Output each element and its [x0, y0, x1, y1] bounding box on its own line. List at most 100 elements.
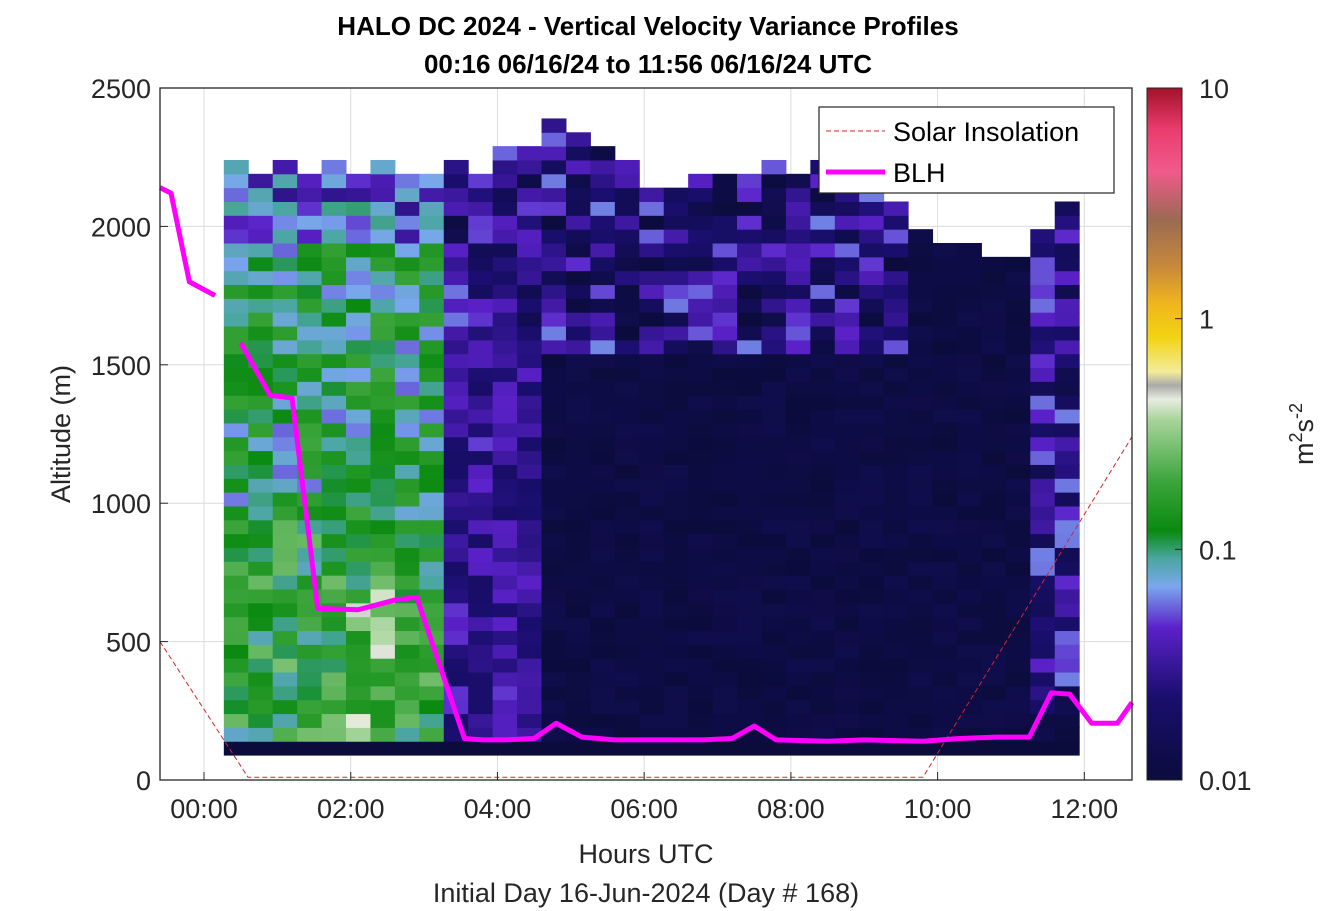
heatmap-cell [810, 699, 836, 715]
heatmap-cell [614, 422, 640, 438]
heatmap-cell [834, 312, 860, 327]
heatmap-cell [688, 630, 714, 645]
heatmap-cell [492, 367, 518, 382]
heatmap-cell [517, 602, 543, 618]
heatmap-cell [346, 353, 371, 369]
heatmap-cell [810, 450, 836, 465]
heatmap-cell [883, 505, 909, 521]
heatmap-cell [223, 326, 249, 341]
heatmap-cell [908, 298, 934, 313]
heatmap-cell [297, 505, 323, 521]
heatmap-cell [688, 602, 714, 618]
heatmap-cell [956, 616, 982, 632]
heatmap-cell [565, 229, 591, 244]
heatmap-cell [443, 284, 469, 299]
heatmap-cell [834, 298, 860, 313]
heatmap-cell [346, 727, 371, 742]
heatmap-cell [443, 256, 469, 272]
heatmap-cell [761, 713, 787, 728]
heatmap-cell [419, 547, 445, 562]
heatmap-cell [468, 298, 494, 313]
heatmap-cell [688, 658, 714, 673]
heatmap-cell [223, 436, 249, 452]
heatmap-cell [370, 409, 396, 424]
heatmap-cell [297, 353, 323, 369]
heatmap-cell [394, 229, 420, 244]
heatmap-cell [419, 741, 445, 756]
heatmap-cell [883, 685, 909, 701]
heatmap-cell [688, 381, 714, 396]
heatmap-cell [370, 547, 396, 562]
heatmap-cell [248, 229, 274, 244]
heatmap-cell [956, 395, 982, 410]
heatmap-cell [517, 492, 543, 507]
heatmap-cell [492, 672, 518, 687]
heatmap-cell [370, 713, 396, 728]
heatmap-cell [737, 353, 762, 369]
heatmap-cell [1005, 672, 1031, 687]
heatmap-cell [517, 713, 543, 728]
heatmap-cell [492, 187, 518, 202]
y-tick-label: 2000 [91, 212, 151, 242]
heatmap-cell [492, 326, 518, 341]
y-tick-label: 0 [136, 766, 151, 796]
heatmap-cell [614, 187, 640, 202]
heatmap-cell [370, 741, 396, 756]
heatmap-cell [981, 381, 1007, 396]
y-tick-label: 1500 [91, 351, 151, 381]
heatmap-cell [1030, 326, 1056, 341]
heatmap-cell [785, 492, 811, 507]
heatmap-cell [419, 395, 445, 410]
heatmap-cell [1054, 256, 1080, 272]
heatmap-cell [785, 312, 811, 327]
heatmap-cell [712, 298, 738, 313]
heatmap-cell [761, 658, 787, 673]
heatmap-cell [883, 658, 909, 673]
heatmap-cell [883, 270, 909, 286]
heatmap-cell [272, 492, 298, 507]
heatmap-cell [908, 672, 934, 687]
heatmap-cell [517, 381, 543, 396]
heatmap-cell [1030, 243, 1056, 258]
heatmap-cell [248, 630, 274, 645]
heatmap-cell [712, 589, 738, 604]
colorbar-tick-label: 0.01 [1199, 766, 1252, 796]
heatmap-cell [737, 464, 762, 479]
heatmap-cell [639, 215, 665, 230]
heatmap-cell [394, 436, 420, 452]
heatmap-cell [223, 284, 249, 299]
heatmap-cell [688, 256, 714, 272]
heatmap-cell [737, 575, 762, 590]
heatmap-cell [785, 201, 811, 216]
heatmap-cell [1005, 685, 1031, 701]
heatmap-cell [737, 187, 762, 202]
heatmap-cell [419, 519, 445, 535]
heatmap-cell [297, 727, 323, 742]
heatmap-cell [223, 602, 249, 618]
heatmap-cell [712, 326, 738, 341]
heatmap-cell [712, 519, 738, 535]
heatmap-cell [614, 672, 640, 687]
heatmap-cell [468, 630, 494, 645]
heatmap-cell [541, 741, 567, 756]
heatmap-cell [614, 256, 640, 272]
heatmap-cell [761, 326, 787, 341]
heatmap-cell [1005, 284, 1031, 299]
heatmap-cell [370, 533, 396, 548]
heatmap-cell [223, 630, 249, 645]
heatmap-cell [590, 312, 616, 327]
heatmap-cell [785, 464, 811, 479]
heatmap-cell [908, 229, 934, 244]
heatmap-cell [761, 505, 787, 521]
heatmap-cell [468, 353, 494, 369]
heatmap-cell [394, 256, 420, 272]
heatmap-cell [321, 685, 347, 701]
heatmap-cell [908, 505, 934, 521]
heatmap-cell [932, 312, 958, 327]
heatmap-cell [712, 270, 738, 286]
heatmap-cell [468, 367, 494, 382]
heatmap-cell [614, 644, 640, 659]
heatmap-cell [1054, 492, 1080, 507]
heatmap-cell [541, 685, 567, 701]
heatmap-cell [1054, 395, 1080, 410]
